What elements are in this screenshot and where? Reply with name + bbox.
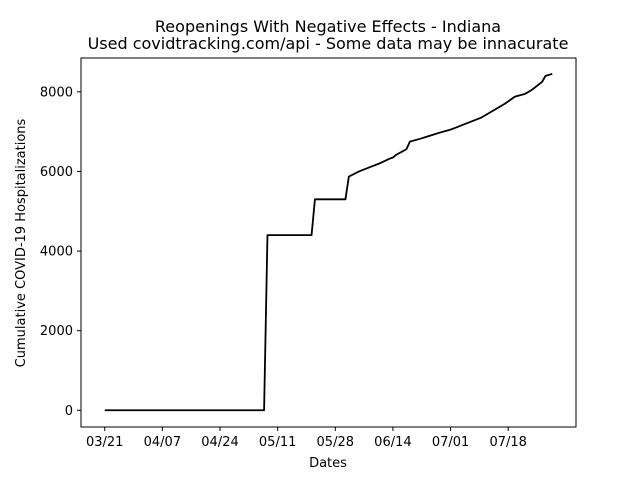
series-line (104, 73, 553, 412)
plot-frame (80, 57, 577, 428)
x-tick-label: 07/01 (432, 435, 469, 450)
x-axis-label: Dates (309, 456, 347, 471)
x-tick-label: 06/14 (374, 435, 411, 450)
x-tick-label: 04/07 (144, 435, 181, 450)
x-tick-label: 04/24 (201, 435, 238, 450)
y-tick-label: 6000 (40, 165, 73, 180)
y-axis-label: Cumulative COVID-19 Hospitalizations (14, 118, 29, 367)
chart-title: Reopenings With Negative Effects - India… (155, 17, 501, 36)
plot-area: 0 2000 4000 6000 8000 03/21 04/07 04/24 05/11 05/… (40, 57, 577, 450)
x-tick-label: 05/28 (317, 435, 354, 450)
x-tick-label: 07/18 (489, 435, 526, 450)
y-tick-label: 4000 (40, 245, 73, 260)
y-tick-label: 8000 (40, 85, 73, 100)
y-tick-label: 2000 (40, 324, 73, 339)
x-tick-label: 05/11 (259, 435, 296, 450)
x-tick-label: 03/21 (86, 435, 123, 450)
y-tick-label: 0 (65, 404, 73, 419)
chart-subtitle: Used covidtracking.com/api - Some data m… (88, 34, 569, 53)
